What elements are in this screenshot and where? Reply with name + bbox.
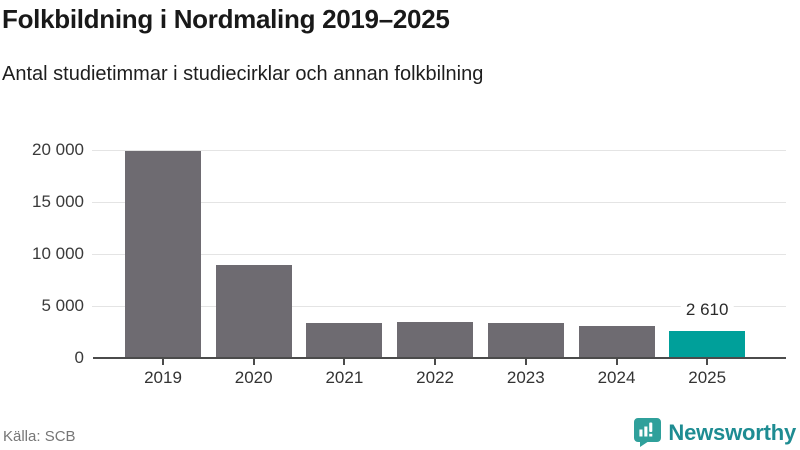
- gridline: [92, 149, 786, 151]
- x-axis-line: [93, 357, 786, 359]
- axis-tick: [615, 359, 618, 365]
- y-axis-label: 10 000: [32, 244, 84, 263]
- x-axis-label: 2020: [234, 368, 273, 387]
- bar-2025: [669, 331, 746, 358]
- newsworthy-wordmark: Newsworthy: [668, 419, 796, 445]
- axis-tick: [706, 359, 709, 365]
- gridline: [92, 253, 786, 255]
- newsworthy-logo[interactable]: Newsworthy: [634, 418, 796, 447]
- bar-value-label: 2 610: [680, 300, 734, 320]
- bar-2020: [215, 265, 292, 358]
- axis-tick: [162, 359, 164, 365]
- x-axis-label: 2019: [144, 368, 182, 387]
- x-axis-label: 2023: [506, 368, 545, 387]
- axis-tick: [524, 359, 527, 365]
- bar-2024: [578, 326, 655, 358]
- y-axis-label: 15 000: [32, 192, 84, 211]
- chart-subtitle: Antal studietimmar i studiecirklar och a…: [2, 63, 484, 85]
- bar-2023: [487, 323, 564, 358]
- bar-2019: [125, 151, 201, 358]
- x-axis-label: 2022: [416, 368, 454, 387]
- newsworthy-bubble-icon: [634, 418, 662, 447]
- y-axis-label: 20 000: [32, 140, 84, 159]
- bar-2022: [397, 322, 474, 358]
- x-axis-label: 2021: [325, 368, 364, 387]
- x-axis-label: 2024: [597, 368, 636, 387]
- axis-tick: [252, 359, 255, 365]
- chart-title: Folkbildning i Nordmaling 2019–2025: [2, 4, 450, 34]
- source-note: Källa: SCB: [3, 428, 76, 445]
- y-axis-label: 0: [74, 348, 84, 367]
- axis-tick: [434, 359, 437, 365]
- x-axis-label: 2025: [688, 368, 727, 387]
- gridline: [92, 201, 786, 203]
- axis-tick: [343, 359, 346, 365]
- gridline: [92, 305, 786, 307]
- bar-chart: 0 5 000 10 000 15 000 20 000 2019 2020 2021 2022…: [0, 120, 800, 405]
- bar-2021: [306, 323, 383, 358]
- y-axis-label: 5 000: [41, 296, 84, 315]
